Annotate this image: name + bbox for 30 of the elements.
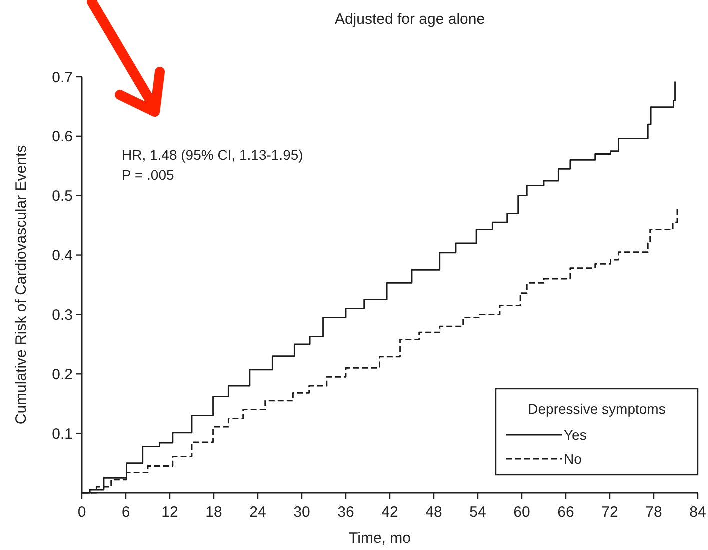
x-tick-label: 0 bbox=[78, 504, 86, 521]
chart-title: Adjusted for age alone bbox=[334, 11, 486, 28]
x-tick-label: 84 bbox=[690, 504, 706, 521]
y-tick-label: 0.5 bbox=[52, 188, 73, 206]
y-tick-label: 0.4 bbox=[52, 248, 73, 265]
y-tick-label: 0.2 bbox=[52, 366, 73, 384]
x-tick-label: 12 bbox=[162, 504, 178, 521]
x-tick-label: 78 bbox=[646, 504, 662, 521]
y-tick-label: 0.6 bbox=[52, 128, 73, 146]
x-tick-label: 48 bbox=[426, 504, 442, 521]
x-tick-label: 6 bbox=[122, 504, 130, 521]
annotation: HR, 1.48 (95% CI, 1.13-1.95) bbox=[122, 147, 304, 163]
x-tick-label: 60 bbox=[514, 504, 530, 521]
y-tick-label: 0.3 bbox=[52, 306, 73, 324]
legend-title: Depressive symptoms bbox=[528, 401, 666, 417]
x-tick-label: 24 bbox=[250, 504, 266, 521]
x-tick-label: 72 bbox=[602, 504, 618, 521]
legend-label: No bbox=[564, 450, 582, 467]
x-tick-label: 42 bbox=[382, 504, 398, 521]
y-tick-label: 0.7 bbox=[52, 69, 73, 86]
annotation: P = .005 bbox=[122, 167, 174, 183]
x-tick-label: 30 bbox=[294, 504, 310, 521]
x-tick-label: 54 bbox=[470, 504, 486, 521]
x-tick-label: 36 bbox=[338, 504, 354, 521]
x-tick-label: 66 bbox=[558, 504, 574, 521]
x-tick-label: 18 bbox=[206, 504, 222, 521]
y-axis-title: Cumulative Risk of Cardiovascular Events bbox=[13, 145, 30, 425]
legend-label: Yes bbox=[564, 426, 587, 443]
y-tick-label: 0.1 bbox=[52, 426, 73, 443]
x-axis-title: Time, mo bbox=[349, 530, 411, 547]
